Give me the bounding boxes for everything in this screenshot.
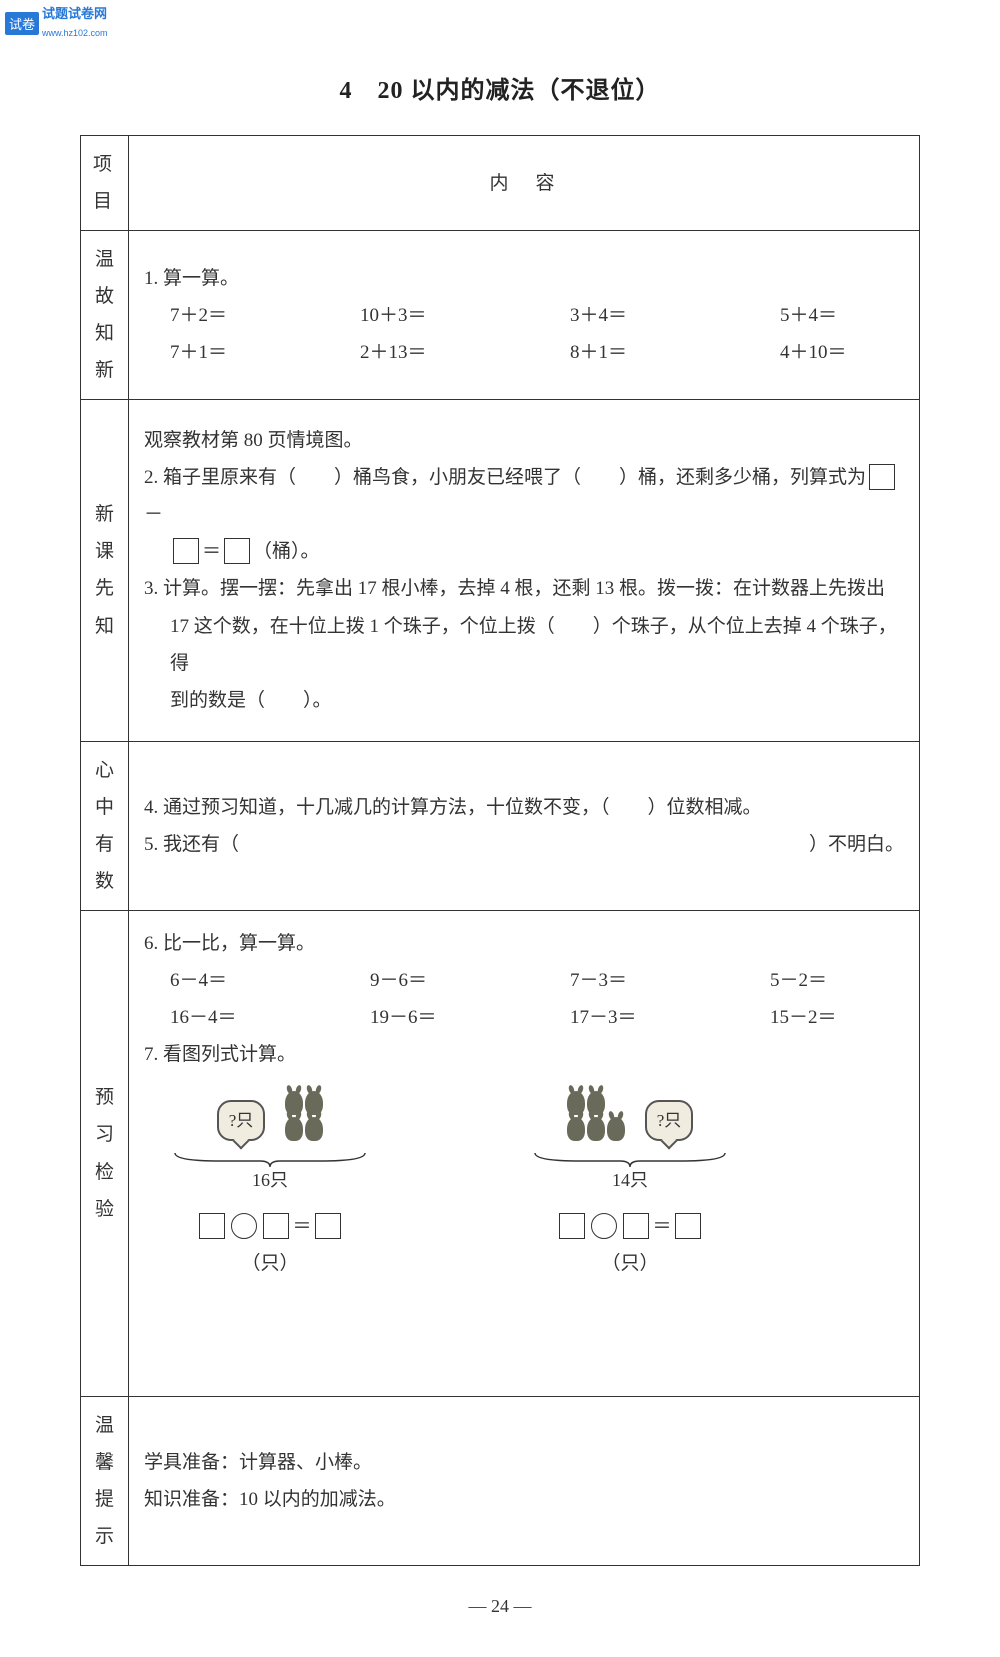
eq: 16－4＝ xyxy=(170,999,370,1036)
q6-row1: 6－4＝ 9－6＝ 7－3＝ 5－2＝ xyxy=(144,962,904,999)
blank-box[interactable] xyxy=(315,1213,341,1239)
table-header-row: 项目 内 容 xyxy=(81,136,920,231)
brace-icon xyxy=(530,1145,730,1163)
bird-icon xyxy=(587,1117,605,1141)
picture-group-1: ?只 16只 ＝（ xyxy=(170,1081,370,1282)
s2-line2-cont: ＝（桶）。 xyxy=(144,533,904,570)
s2-line4: 17 这个数，在十位上拨 1 个珠子，个位上拨（ ）个珠子，从个位上去掉 4 个… xyxy=(144,608,904,682)
watermark-badge: 试卷 xyxy=(5,12,39,35)
bird-icon xyxy=(567,1117,585,1141)
header-col1: 项目 xyxy=(81,136,129,231)
s2-line1: 观察教材第 80 页情境图。 xyxy=(144,422,904,459)
eq: 7＋2＝ xyxy=(170,297,360,334)
q1-row2: 7＋1＝ 2＋13＝ 8＋1＝ 4＋10＝ xyxy=(144,334,904,371)
question-cloud: ?只 xyxy=(217,1100,266,1141)
section-2-content: 观察教材第 80 页情境图。 2. 箱子里原来有（ ）桶鸟食，小朋友已经喂了（ … xyxy=(129,400,920,741)
blank-box[interactable] xyxy=(623,1213,649,1239)
q7-title: 7. 看图列式计算。 xyxy=(144,1036,904,1073)
blank-box[interactable] xyxy=(173,538,199,564)
eq: 17－3＝ xyxy=(570,999,770,1036)
blank-box[interactable] xyxy=(675,1213,701,1239)
blank-circle[interactable] xyxy=(591,1213,617,1239)
q1-title: 1. 算一算。 xyxy=(144,260,904,297)
picture-group-2: ?只 14只 ＝（只） xyxy=(530,1081,730,1282)
section-3-content: 4. 通过预习知道，十几减几的计算方法，十位数不变，（ ）位数相减。 5. 我还… xyxy=(129,741,920,910)
blank-box[interactable] xyxy=(199,1213,225,1239)
rabbit-icon xyxy=(305,1117,323,1141)
s3-line1: 4. 通过预习知道，十几减几的计算方法，十位数不变，（ ）位数相减。 xyxy=(144,789,904,826)
q6-row2: 16－4＝ 19－6＝ 17－3＝ 15－2＝ xyxy=(144,999,904,1036)
watermark-text-wrap: 试题试卷网 www.hz102.com xyxy=(42,5,108,41)
blank-box[interactable] xyxy=(869,464,895,490)
main-table: 项目 内 容 温故知新 1. 算一算。 7＋2＝ 10＋3＝ 3＋4＝ 5＋4＝… xyxy=(80,135,920,1566)
section-3-row: 心中有数 4. 通过预习知道，十几减几的计算方法，十位数不变，（ ）位数相减。 … xyxy=(81,741,920,910)
page: 4 20 以内的减法（不退位） 项目 内 容 温故知新 1. 算一算。 7＋2＝… xyxy=(0,0,1000,1657)
eq: 6－4＝ xyxy=(170,962,370,999)
section-5-row: 温馨提示 学具准备：计算器、小棒。 知识准备：10 以内的加减法。 xyxy=(81,1397,920,1566)
section-4-content: 6. 比一比，算一算。 6－4＝ 9－6＝ 7－3＝ 5－2＝ 16－4＝ 19… xyxy=(129,910,920,1396)
section-1-row: 温故知新 1. 算一算。 7＋2＝ 10＋3＝ 3＋4＝ 5＋4＝ 7＋1＝ 2… xyxy=(81,231,920,400)
eq: 2＋13＝ xyxy=(360,334,570,371)
blank-box[interactable] xyxy=(224,538,250,564)
q6-title: 6. 比一比，算一算。 xyxy=(144,925,904,962)
section-5-content: 学具准备：计算器、小棒。 知识准备：10 以内的加减法。 xyxy=(129,1397,920,1566)
eq: 19－6＝ xyxy=(370,999,570,1036)
watermark-url: www.hz102.com xyxy=(42,28,108,38)
blank-circle[interactable] xyxy=(231,1213,257,1239)
section-5-label: 温馨提示 xyxy=(81,1397,129,1566)
section-4-label: 预习检验 xyxy=(81,910,129,1396)
s5-line2: 知识准备：10 以内的加减法。 xyxy=(144,1481,904,1518)
eq: 7＋1＝ xyxy=(170,334,360,371)
s2-line5: 到的数是（ ）。 xyxy=(144,682,904,719)
rabbit-icons xyxy=(285,1091,323,1141)
bird-icon xyxy=(607,1117,625,1141)
eq: 15－2＝ xyxy=(770,999,837,1036)
section-2-label: 新课先知 xyxy=(81,400,129,741)
eq: 3＋4＝ xyxy=(570,297,780,334)
eq: 5＋4＝ xyxy=(780,297,837,334)
watermark: 试卷 试题试卷网 www.hz102.com xyxy=(5,5,108,41)
watermark-text: 试题试卷网 xyxy=(42,6,107,21)
s5-line1: 学具准备：计算器、小棒。 xyxy=(144,1444,904,1481)
section-1-label: 温故知新 xyxy=(81,231,129,400)
s2-line3: 3. 计算。摆一摆：先拿出 17 根小棒，去掉 4 根，还剩 13 根。拨一拨：… xyxy=(144,570,904,607)
question-cloud: ?只 xyxy=(645,1100,694,1141)
formula-blanks: ＝（只） xyxy=(530,1208,730,1282)
blank-box[interactable] xyxy=(263,1213,289,1239)
blank-box[interactable] xyxy=(559,1213,585,1239)
eq: 7－3＝ xyxy=(570,962,770,999)
section-2-row: 新课先知 观察教材第 80 页情境图。 2. 箱子里原来有（ ）桶鸟食，小朋友已… xyxy=(81,400,920,741)
eq: 4＋10＝ xyxy=(780,334,847,371)
eq: 9－6＝ xyxy=(370,962,570,999)
section-3-label: 心中有数 xyxy=(81,741,129,910)
eq: 5－2＝ xyxy=(770,962,827,999)
formula-blanks: ＝（只） xyxy=(170,1208,370,1282)
brace-icon xyxy=(170,1145,370,1163)
page-number: — 24 — xyxy=(80,1596,920,1617)
rabbit-icon xyxy=(285,1117,303,1141)
header-col2: 内 容 xyxy=(129,136,920,231)
section-1-content: 1. 算一算。 7＋2＝ 10＋3＝ 3＋4＝ 5＋4＝ 7＋1＝ 2＋13＝ … xyxy=(129,231,920,400)
q1-row1: 7＋2＝ 10＋3＝ 3＋4＝ 5＋4＝ xyxy=(144,297,904,334)
bird-icons xyxy=(567,1091,625,1141)
eq: 8＋1＝ xyxy=(570,334,780,371)
section-4-row: 预习检验 6. 比一比，算一算。 6－4＝ 9－6＝ 7－3＝ 5－2＝ 16－… xyxy=(81,910,920,1396)
s2-line2: 2. 箱子里原来有（ ）桶鸟食，小朋友已经喂了（ ）桶，还剩多少桶，列算式为－ xyxy=(144,459,904,533)
eq: 10＋3＝ xyxy=(360,297,570,334)
page-title: 4 20 以内的减法（不退位） xyxy=(80,70,920,105)
s3-line2: 5. 我还有（ ）不明白。 xyxy=(144,826,904,863)
